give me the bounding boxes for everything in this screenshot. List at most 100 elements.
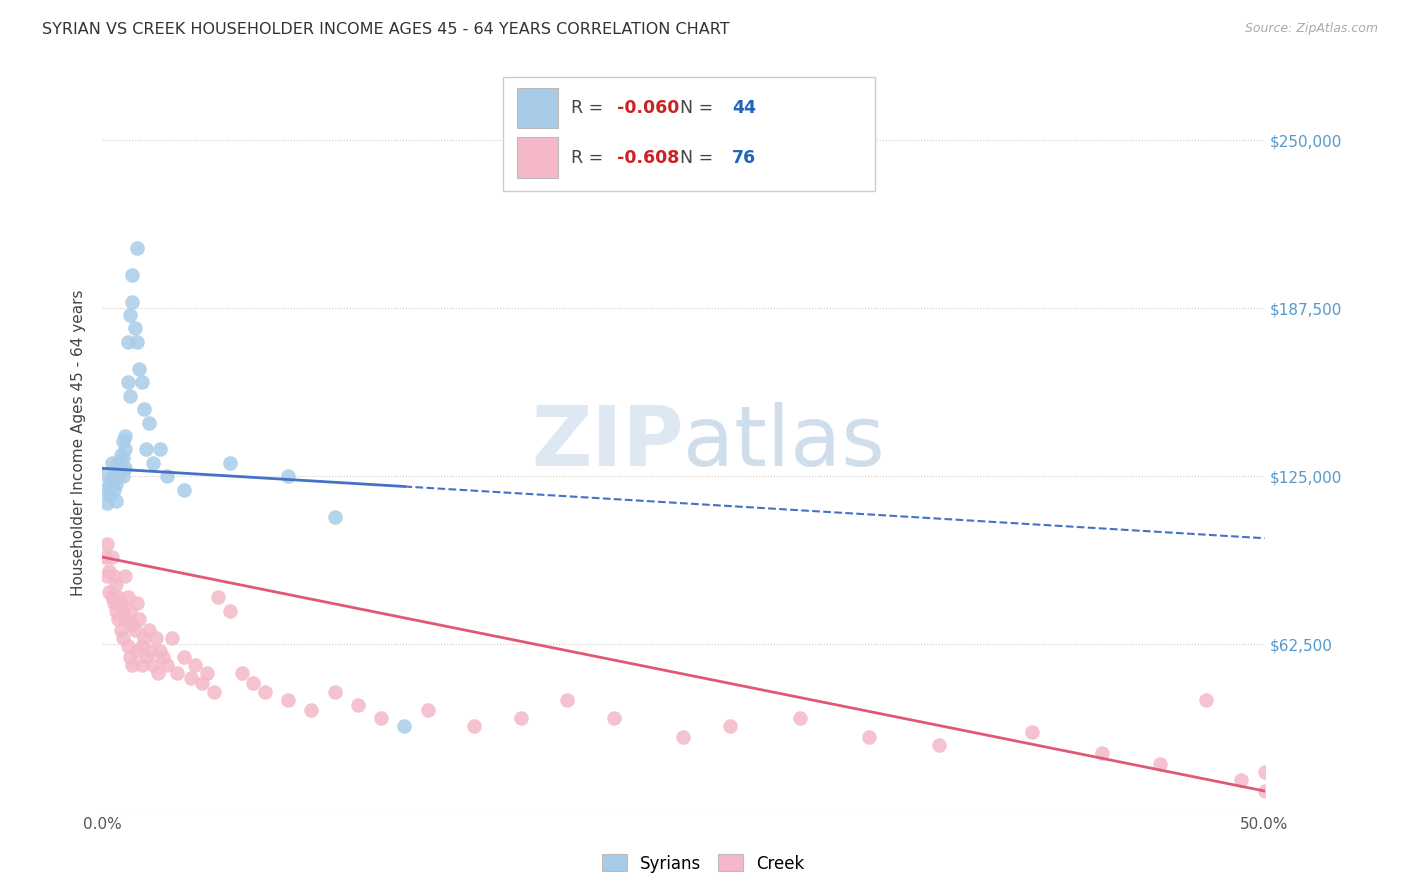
Point — [1149, 757, 1171, 772]
Point — [125, 334, 148, 349]
Point — [114, 461, 136, 475]
Point — [132, 402, 155, 417]
Point — [277, 469, 299, 483]
Point — [156, 657, 179, 672]
Text: N =: N = — [681, 99, 718, 117]
Point — [1021, 724, 1043, 739]
Point — [103, 483, 125, 497]
Point — [100, 591, 122, 605]
Point — [107, 469, 129, 483]
Text: 44: 44 — [733, 99, 756, 117]
Point — [120, 649, 142, 664]
Point — [394, 719, 416, 733]
Point — [138, 416, 160, 430]
Point — [114, 569, 136, 583]
Legend: Syrians, Creek: Syrians, Creek — [595, 847, 811, 880]
Point — [117, 591, 139, 605]
Point — [173, 483, 195, 497]
Point — [131, 639, 153, 653]
Point — [602, 711, 624, 725]
Point — [100, 456, 122, 470]
Text: -0.608: -0.608 — [617, 149, 679, 167]
Y-axis label: Householder Income Ages 45 - 64 years: Householder Income Ages 45 - 64 years — [72, 290, 86, 596]
Point — [131, 657, 153, 672]
Point — [100, 472, 122, 486]
Point — [131, 376, 153, 390]
Text: Source: ZipAtlas.com: Source: ZipAtlas.com — [1244, 22, 1378, 36]
Point — [139, 644, 162, 658]
Point — [107, 612, 129, 626]
Point — [416, 703, 439, 717]
Point — [166, 665, 188, 680]
Point — [120, 604, 142, 618]
Point — [128, 361, 150, 376]
Point — [105, 461, 128, 475]
Point — [114, 429, 136, 443]
Point — [149, 442, 172, 457]
Point — [124, 321, 146, 335]
Point — [120, 308, 142, 322]
Text: -0.060: -0.060 — [617, 99, 679, 117]
Point — [858, 731, 880, 745]
Point — [1195, 692, 1218, 706]
Point — [277, 692, 299, 706]
Text: SYRIAN VS CREEK HOUSEHOLDER INCOME AGES 45 - 64 YEARS CORRELATION CHART: SYRIAN VS CREEK HOUSEHOLDER INCOME AGES … — [42, 22, 730, 37]
Point — [149, 644, 172, 658]
Point — [125, 241, 148, 255]
Point — [121, 294, 143, 309]
Point — [370, 711, 392, 725]
Point — [120, 389, 142, 403]
Point — [107, 591, 129, 605]
Point — [121, 657, 143, 672]
Point — [231, 665, 253, 680]
Point — [105, 604, 128, 618]
Point — [114, 612, 136, 626]
Text: R =: R = — [571, 149, 609, 167]
Point — [323, 509, 346, 524]
Point — [146, 665, 169, 680]
Point — [219, 456, 242, 470]
Point — [96, 496, 118, 510]
Point — [98, 477, 121, 491]
Point — [103, 569, 125, 583]
Point — [110, 448, 132, 462]
Point — [180, 671, 202, 685]
Point — [105, 493, 128, 508]
Point — [160, 631, 183, 645]
FancyBboxPatch shape — [517, 87, 558, 128]
Point — [112, 434, 135, 449]
Point — [323, 684, 346, 698]
Point — [112, 469, 135, 483]
Point — [132, 631, 155, 645]
Point — [1230, 773, 1253, 788]
Point — [93, 550, 115, 565]
Point — [110, 596, 132, 610]
Point — [112, 604, 135, 618]
Point — [96, 569, 118, 583]
Point — [114, 442, 136, 457]
Point — [135, 442, 157, 457]
Point — [98, 488, 121, 502]
Point — [173, 649, 195, 664]
Point — [124, 623, 146, 637]
Point — [107, 456, 129, 470]
Point — [1253, 784, 1275, 798]
Point — [207, 591, 229, 605]
Point — [928, 739, 950, 753]
Point — [138, 623, 160, 637]
Point — [110, 623, 132, 637]
Point — [93, 467, 115, 481]
Point — [191, 676, 214, 690]
Point — [103, 596, 125, 610]
Point — [117, 334, 139, 349]
Point — [242, 676, 264, 690]
Point — [347, 698, 370, 712]
Point — [672, 731, 695, 745]
Point — [463, 719, 485, 733]
Point — [195, 665, 218, 680]
Text: R =: R = — [571, 99, 609, 117]
Point — [98, 564, 121, 578]
Text: ZIP: ZIP — [531, 402, 683, 483]
Point — [121, 617, 143, 632]
Point — [96, 536, 118, 550]
